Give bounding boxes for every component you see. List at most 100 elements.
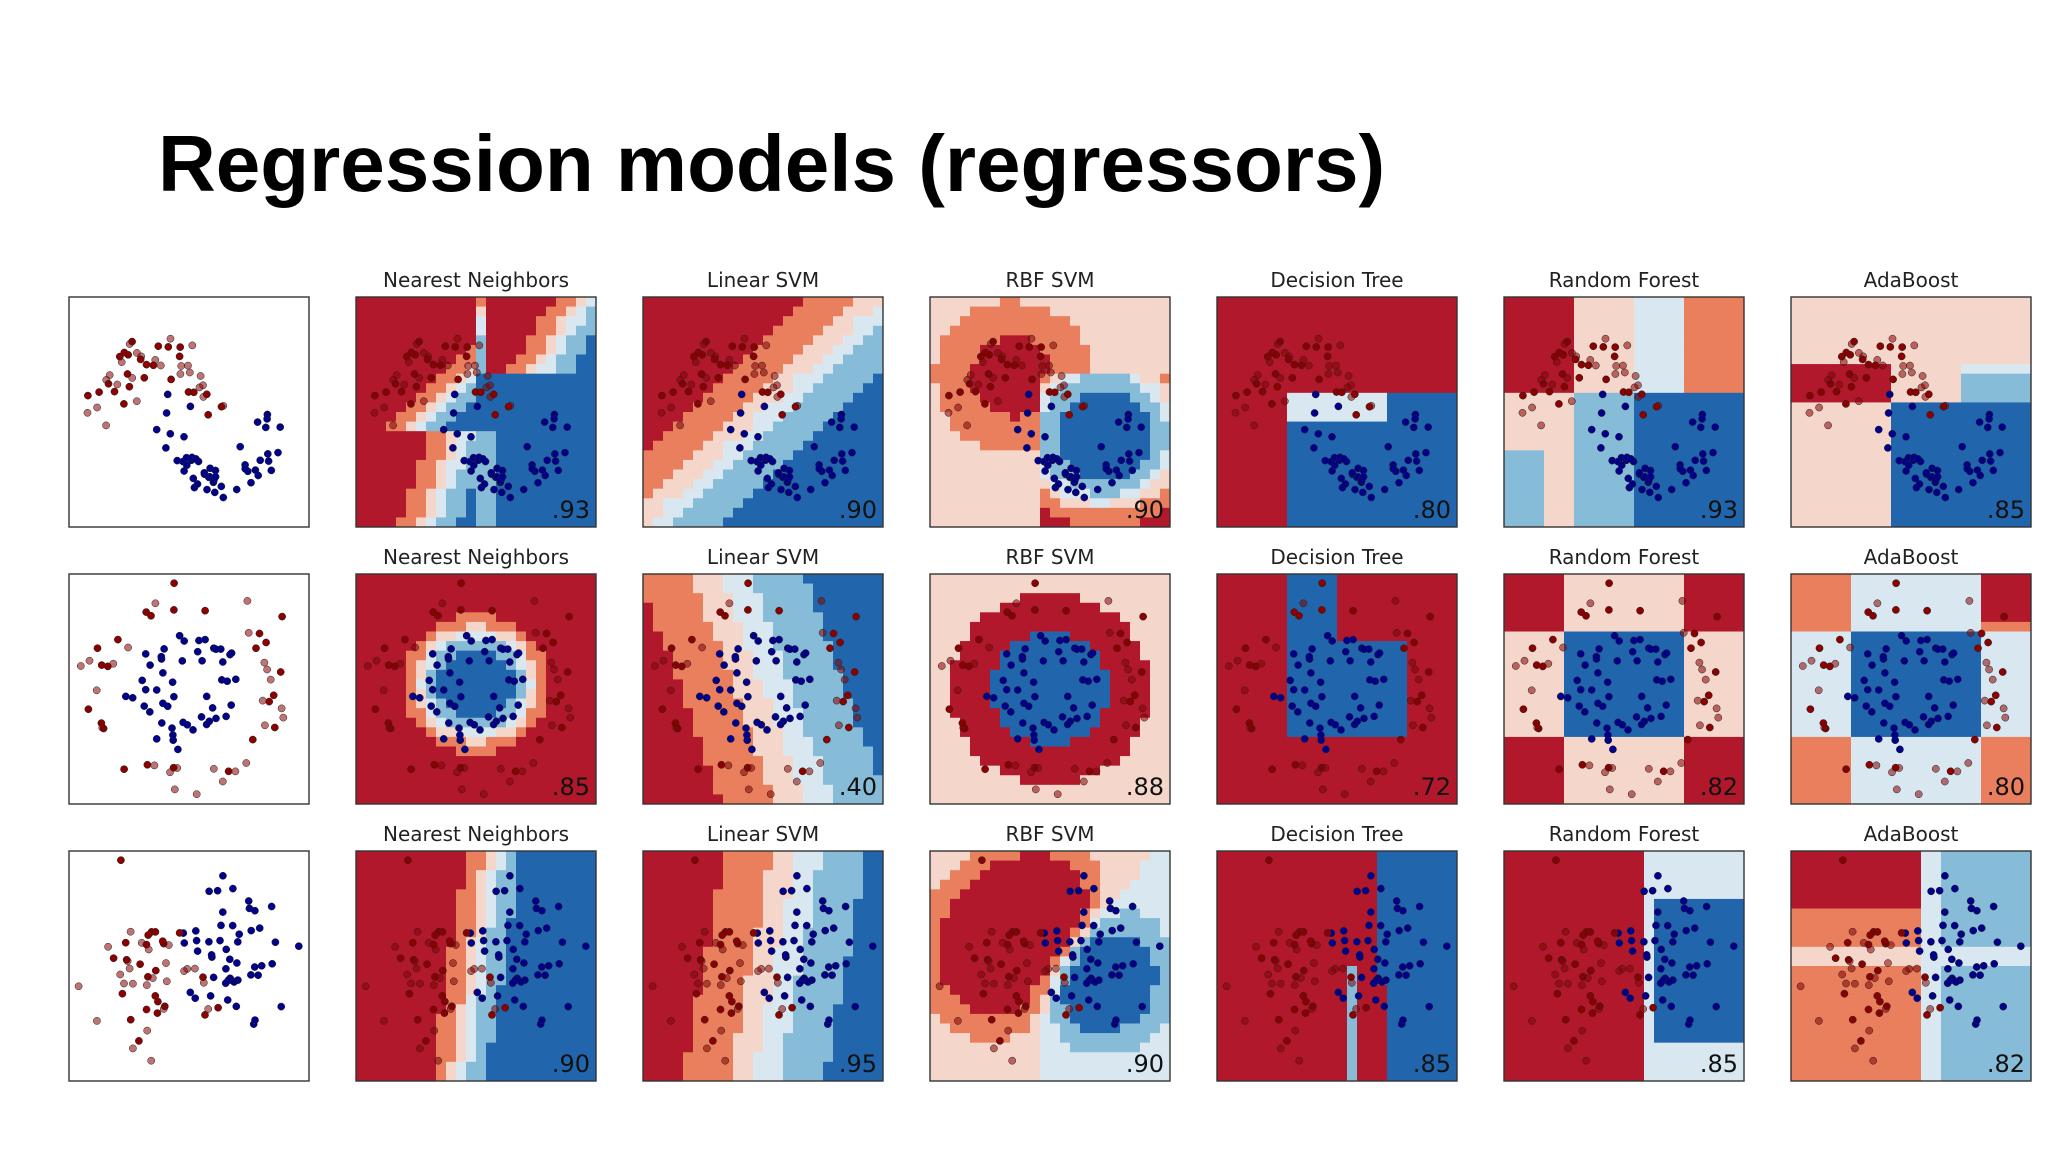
scatter-point: [1050, 388, 1059, 397]
scatter-point: [1923, 1011, 1931, 1019]
scatter-point: [1323, 631, 1332, 640]
scatter-point: [1872, 761, 1881, 770]
scatter-point: [1626, 964, 1634, 973]
scatter-point: [1941, 871, 1949, 880]
score-label: .90: [1126, 1050, 1164, 1078]
scatter-point: [840, 675, 849, 684]
scatter-point: [142, 1005, 151, 1014]
scatter-point: [831, 961, 840, 970]
scatter-point: [1711, 423, 1720, 431]
scatter-point: [1241, 403, 1249, 412]
scatter-point: [192, 455, 200, 463]
scatter-point: [430, 760, 439, 769]
scatter-point: [1831, 954, 1840, 963]
scatter-point: [1975, 418, 1984, 426]
scatter-point: [186, 988, 195, 997]
scatter-point: [1599, 343, 1608, 351]
scatter-point: [465, 657, 474, 665]
scatter-point: [1964, 759, 1973, 767]
scatter-point: [787, 886, 796, 895]
scatter-point: [549, 638, 557, 647]
scatter-point: [1702, 466, 1711, 475]
scatter-point: [1897, 631, 1906, 640]
scatter-point: [453, 334, 462, 343]
scatter-point: [1321, 764, 1330, 772]
scatter-point: [1931, 764, 1940, 773]
scatter-point: [216, 936, 224, 945]
scatter-point: [1686, 466, 1695, 474]
scatter-point: [1020, 669, 1028, 677]
scatter-point: [1031, 606, 1039, 614]
scatter-point: [1667, 485, 1676, 494]
scatter-point: [1222, 982, 1231, 991]
scatter-point: [1832, 387, 1841, 396]
scatter-point: [1612, 362, 1621, 370]
scatter-point: [1871, 361, 1880, 370]
scatter-point: [1602, 375, 1610, 384]
scatter-point: [842, 959, 851, 968]
scatter-point: [361, 982, 370, 991]
scatter-point: [1897, 352, 1906, 361]
scatter-point: [1383, 930, 1392, 939]
panel-title: Linear SVM: [707, 545, 819, 569]
scatter-point: [1573, 676, 1582, 685]
scatter-point: [1027, 429, 1036, 438]
scatter-point: [227, 649, 236, 657]
scatter-point: [222, 945, 231, 954]
scatter-point: [1337, 388, 1346, 397]
scatter-point: [1350, 692, 1359, 701]
scatter-point: [1665, 978, 1673, 986]
scatter-point: [994, 349, 1002, 357]
scatter-point: [806, 1002, 815, 1011]
scatter-point: [1982, 658, 1991, 667]
scatter-point: [1957, 930, 1966, 939]
scatter-point: [698, 643, 706, 652]
scatter-point: [1417, 691, 1426, 700]
scatter-point: [695, 692, 704, 701]
scatter-point: [788, 1003, 796, 1012]
scatter-point: [113, 380, 122, 389]
scatter-point: [717, 760, 726, 769]
scatter-point: [1094, 938, 1103, 946]
scatter-point: [1053, 790, 1062, 799]
scatter-point: [1132, 938, 1141, 947]
scatter-point: [1624, 388, 1633, 397]
scatter-point: [689, 352, 698, 361]
scatter-point: [997, 960, 1005, 969]
panel-frame: [1503, 296, 1745, 528]
scatter-point: [679, 371, 688, 379]
scatter-point: [1623, 341, 1632, 350]
scatter-point: [1577, 981, 1586, 989]
scatter-point: [1084, 677, 1093, 686]
scatter-point: [1911, 726, 1919, 734]
scatter-point: [516, 884, 524, 893]
scatter-point: [1913, 927, 1922, 935]
scatter-point: [463, 343, 472, 351]
scatter-point: [749, 631, 758, 640]
scatter-point: [1096, 930, 1105, 939]
scatter-point: [278, 612, 286, 621]
scatter-point: [505, 777, 514, 786]
scatter-point: [1970, 735, 1979, 744]
panel-title: Nearest Neighbors: [383, 545, 569, 569]
scatter-point: [1077, 936, 1085, 945]
scatter-point: [1299, 928, 1308, 936]
scatter-point: [1658, 677, 1667, 686]
scatter-point: [1638, 485, 1646, 494]
scatter-point: [517, 978, 525, 986]
scatter-point: [702, 693, 711, 702]
scatter-point: [232, 485, 241, 494]
scatter-point: [550, 450, 559, 458]
scatter-point: [1888, 429, 1897, 438]
scatter-point: [1555, 400, 1563, 408]
scatter-point: [1052, 927, 1061, 935]
scatter-point: [1031, 692, 1039, 701]
scatter-point: [1865, 1026, 1874, 1035]
scatter-point: [1580, 708, 1589, 716]
scatter-point: [954, 403, 962, 412]
scatter-point: [193, 480, 202, 488]
scatter-point: [725, 966, 734, 975]
scatter-point: [180, 939, 189, 947]
scatter-point: [210, 488, 219, 497]
scatter-point: [1597, 959, 1605, 967]
